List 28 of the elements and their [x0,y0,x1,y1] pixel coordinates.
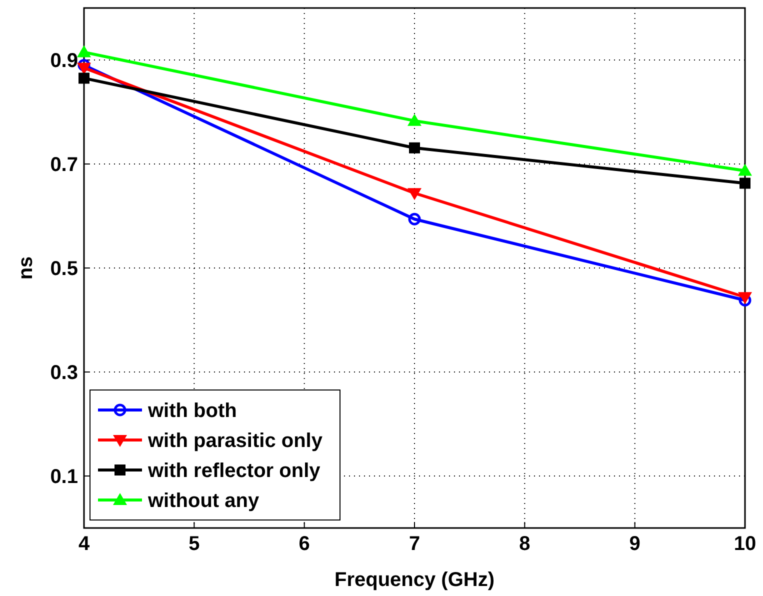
x-tick-label: 10 [734,533,756,555]
y-tick-label: 0.9 [50,50,78,72]
point [740,178,750,189]
legend-label: without any [147,490,260,512]
y-tick-label: 0.7 [50,154,78,176]
point [78,58,90,72]
x-tick-label: 4 [78,533,90,555]
legend-label: with parasitic only [147,430,324,452]
x-tick-label: 8 [519,533,530,555]
point [78,72,90,84]
y-tick-label: 0.5 [50,258,78,280]
legend-label: with reflector only [147,460,322,482]
x-tick-label: 5 [188,533,200,555]
y-tick-label: 0.1 [50,466,78,488]
y-axis-title: ns [15,256,37,280]
x-axis-title: Frequency (GHz) [334,569,495,591]
point [409,142,420,154]
legend-label: with both [147,400,237,422]
point [408,212,421,226]
point [738,164,752,176]
point [77,45,91,58]
point [408,114,422,126]
x-tick-label: 9 [629,533,640,555]
point [77,62,91,75]
x-tick-label: 7 [408,533,420,555]
point [408,188,422,200]
x-tick-label: 6 [298,533,310,555]
y-tick-label: 0.3 [50,362,78,384]
